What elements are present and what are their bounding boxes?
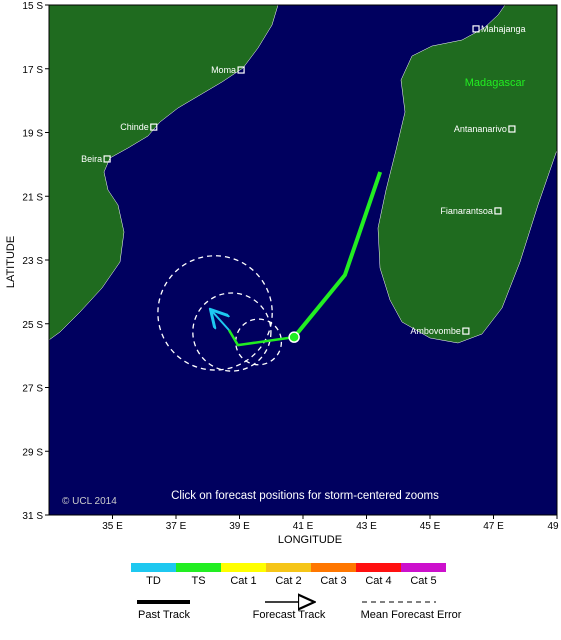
y-tick-label: 27 S — [22, 384, 43, 395]
category-label: Cat 3 — [320, 575, 346, 587]
x-tick-label: 49 — [547, 521, 559, 532]
city-label: Beira — [81, 154, 102, 164]
x-tick-label: 37 E — [166, 521, 187, 532]
city-marker — [103, 155, 111, 163]
city-marker — [508, 125, 516, 133]
x-tick-label: 41 E — [293, 521, 314, 532]
error-circle — [235, 318, 283, 366]
y-tick-label: 15 S — [22, 1, 43, 12]
copyright: © UCL 2014 — [62, 496, 117, 507]
y-axis-title: LATITUDE — [5, 236, 17, 288]
category-label: Cat 2 — [275, 575, 301, 587]
city-marker — [150, 123, 158, 131]
y-tick-label: 21 S — [22, 192, 43, 203]
y-tick-label: 25 S — [22, 320, 43, 331]
category-swatch — [401, 563, 446, 572]
zoom-note: Click on forecast positions for storm-ce… — [171, 490, 439, 502]
legend-label: Past Track — [138, 609, 190, 621]
x-tick-label: 43 E — [356, 521, 377, 532]
category-label: Cat 5 — [410, 575, 436, 587]
africa-land — [49, 5, 279, 341]
x-tick-label: 39 E — [229, 521, 250, 532]
past-track — [292, 171, 383, 339]
category-swatch — [176, 563, 221, 572]
madagascar-land — [377, 5, 557, 344]
city-label: Mahajanga — [481, 24, 526, 34]
city-marker — [472, 25, 480, 33]
city-label: Ambovombe — [410, 326, 461, 336]
legend-label: Forecast Track — [253, 609, 326, 621]
x-tick-label: 45 E — [420, 521, 441, 532]
error-circle — [192, 292, 272, 372]
category-swatch — [266, 563, 311, 572]
x-axis-title: LONGITUDE — [278, 534, 342, 546]
forecast-track — [227, 329, 295, 347]
city-label: Fianarantsoa — [440, 206, 493, 216]
category-swatch — [131, 563, 176, 572]
city-label: Antananarivo — [454, 124, 507, 134]
land-label: Madagascar — [465, 77, 526, 89]
x-tick-label: 47 E — [483, 521, 504, 532]
category-label: TD — [146, 575, 161, 587]
category-label: Cat 1 — [230, 575, 256, 587]
current-position — [288, 331, 300, 343]
forecast-arrow — [212, 311, 229, 331]
city-marker — [237, 66, 245, 74]
category-swatch — [221, 563, 266, 572]
category-label: TS — [191, 575, 205, 587]
city-marker — [494, 207, 502, 215]
category-swatch — [356, 563, 401, 572]
y-tick-label: 29 S — [22, 447, 43, 458]
category-swatch — [311, 563, 356, 572]
y-tick-label: 17 S — [22, 65, 43, 76]
city-label: Moma — [211, 65, 236, 75]
city-marker — [462, 327, 470, 335]
legend-label: Mean Forecast Error — [361, 609, 462, 621]
y-tick-label: 31 S — [22, 511, 43, 522]
y-tick-label: 19 S — [22, 129, 43, 140]
y-tick-label: 23 S — [22, 256, 43, 267]
error-circle — [157, 255, 273, 371]
category-label: Cat 4 — [365, 575, 391, 587]
city-label: Chinde — [120, 122, 149, 132]
x-tick-label: 35 E — [102, 521, 123, 532]
